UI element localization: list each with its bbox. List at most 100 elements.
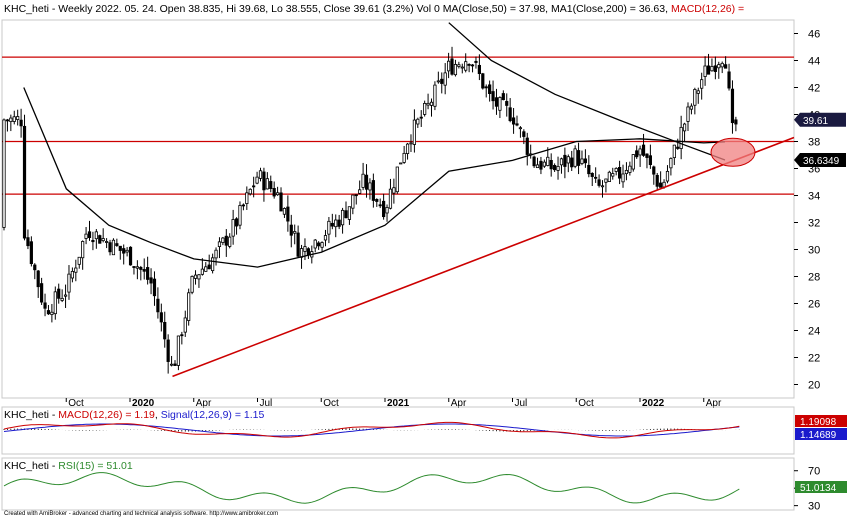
rsi-tag-text: 51.0134 [800, 483, 837, 494]
candle-body [576, 150, 581, 166]
x-axis: Oct 2020 Apr Jul Oct 2021 Apr Jul Oct 2022 Apr [65, 398, 722, 409]
candle-body [337, 219, 341, 227]
candle-body [385, 207, 389, 214]
signal-line [3, 423, 740, 437]
y-tick-label: 20 [808, 380, 820, 392]
candle-body [330, 222, 334, 227]
candle-body [334, 219, 338, 228]
y-tick-label: 24 [808, 326, 820, 338]
candle-body [474, 60, 478, 63]
highlight-ellipse [710, 137, 756, 167]
candle-body [720, 62, 724, 68]
candle-body [74, 267, 78, 273]
candle-body [556, 165, 560, 171]
candle-body [361, 173, 365, 188]
candle-body [467, 64, 471, 66]
candle-body [187, 292, 191, 321]
candle-body [40, 283, 44, 303]
rsi-tag: 51.0134 [795, 481, 847, 494]
candle-body [590, 173, 594, 177]
candle-body [607, 171, 611, 182]
candle-body [269, 181, 273, 189]
x-tick-label: Apr [196, 398, 212, 409]
x-tick-label: Oct [323, 398, 339, 409]
candle-body [604, 178, 608, 183]
candle-body [402, 152, 406, 163]
price-panel: KHC_heti - Weekly 2022. 05. 24. Open 38.… [1, 3, 846, 409]
candle-body [241, 204, 245, 207]
candle-body [395, 166, 399, 193]
candle-body [433, 84, 437, 107]
candle-body [262, 171, 266, 191]
candle-body [676, 146, 680, 149]
candle-body [491, 91, 495, 102]
candle-body [532, 156, 536, 167]
candle-body [635, 150, 639, 158]
candle-body [327, 220, 331, 235]
support-trendline [172, 136, 795, 378]
ma200-tag: 36.6349 [794, 152, 846, 167]
candle-body [22, 125, 27, 239]
candle-body [611, 173, 615, 177]
price-y-axis: 2022242628303234363840424446 [794, 29, 820, 392]
candle-body [156, 298, 160, 313]
rsi-tick-label: 30 [808, 501, 820, 513]
candle-body [128, 246, 133, 266]
candle-body [122, 248, 126, 254]
candle-body [498, 97, 502, 111]
rsi-plot-frame [1, 457, 795, 511]
candle-body [19, 119, 23, 127]
candle-body [317, 242, 321, 247]
candle-body [70, 270, 74, 279]
candle-body [16, 116, 20, 120]
candle-body [91, 240, 95, 243]
candle-body [440, 78, 444, 84]
candle-body [655, 174, 659, 187]
candle-body [313, 239, 317, 249]
candle-body [511, 117, 516, 125]
candle-body [628, 165, 632, 173]
candle-body [713, 65, 717, 72]
candle-body [734, 119, 738, 125]
candle-body [375, 198, 379, 202]
candle-body [43, 302, 47, 309]
candle-body [371, 180, 375, 201]
rsi-tick-label: 70 [808, 466, 820, 478]
candle-body [344, 210, 348, 219]
candle-body [139, 267, 143, 270]
candle-body [190, 275, 194, 293]
candle-body [275, 192, 280, 196]
candle-body [248, 188, 252, 195]
candle-body [228, 236, 232, 247]
candle-body [272, 188, 276, 197]
candle-body [525, 137, 529, 155]
candle-body [419, 116, 423, 119]
macd-tag-text: 1.19098 [800, 417, 837, 428]
candle-body [450, 58, 454, 75]
candle-body [597, 179, 601, 186]
footer-credit: Created with AmiBroker - advanced charti… [4, 511, 279, 517]
candle-body [464, 61, 468, 71]
candle-body [211, 257, 215, 272]
candle-body [320, 242, 324, 248]
candle-body [252, 185, 256, 188]
y-tick-label: 28 [808, 272, 820, 284]
candle-body [624, 169, 629, 175]
candle-body [553, 165, 557, 171]
candle-body [221, 237, 225, 243]
candle-body [645, 153, 649, 158]
candle-body [289, 224, 293, 236]
candle-body [501, 93, 505, 101]
candle-body [453, 64, 458, 76]
candle-body [696, 90, 700, 94]
candle-body [347, 206, 352, 220]
rsi-line [3, 472, 740, 504]
candle-body [323, 235, 328, 241]
candle-body [176, 335, 181, 366]
last-price-tag: 39.61 [794, 112, 846, 127]
candle-body [146, 267, 150, 280]
y-tick-label: 42 [808, 83, 820, 95]
candle-body [416, 118, 420, 125]
candle-body [717, 64, 721, 69]
y-tick-label: 22 [808, 353, 820, 365]
